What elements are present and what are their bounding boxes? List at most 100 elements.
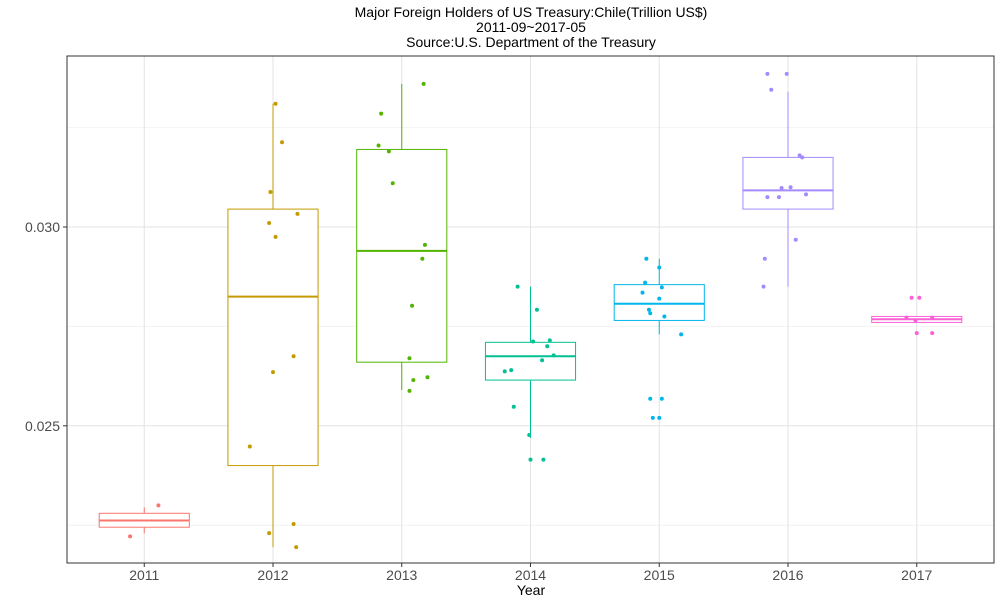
data-point bbox=[914, 331, 919, 336]
data-point bbox=[128, 534, 133, 539]
data-point bbox=[280, 140, 285, 145]
box-iqr bbox=[613, 284, 705, 321]
data-point bbox=[267, 531, 272, 536]
data-point bbox=[765, 71, 770, 76]
data-point bbox=[273, 101, 278, 106]
data-point bbox=[804, 192, 809, 197]
x-axis-title: Year bbox=[517, 582, 546, 598]
box-2011 bbox=[98, 507, 190, 534]
data-point bbox=[534, 307, 539, 312]
data-point bbox=[540, 358, 545, 363]
data-point bbox=[502, 369, 507, 374]
data-point bbox=[511, 404, 516, 409]
data-point bbox=[662, 314, 667, 319]
data-point bbox=[779, 186, 784, 191]
data-point bbox=[659, 396, 664, 401]
data-point bbox=[295, 211, 300, 216]
data-point bbox=[659, 285, 664, 290]
data-point bbox=[762, 256, 767, 261]
chart-title-line-2: 2011-09~2017-05 bbox=[476, 19, 586, 35]
data-point bbox=[425, 375, 430, 380]
data-point bbox=[509, 368, 514, 373]
data-point bbox=[410, 303, 415, 308]
x-tick-label: 2015 bbox=[644, 567, 675, 583]
data-point bbox=[793, 237, 798, 242]
data-point bbox=[379, 111, 384, 116]
data-point bbox=[528, 457, 533, 462]
x-tick-label: 2016 bbox=[772, 567, 803, 583]
data-point bbox=[267, 221, 272, 226]
data-point bbox=[648, 311, 653, 316]
y-tick-label: 0.025 bbox=[25, 418, 60, 434]
data-point bbox=[531, 339, 536, 344]
box-layer bbox=[98, 83, 963, 548]
box-iqr bbox=[227, 208, 319, 467]
data-point bbox=[788, 185, 793, 190]
data-point bbox=[657, 296, 662, 301]
x-axis: 2011 2012 2013 2014 2015 2016 2017 bbox=[129, 563, 933, 583]
x-tick-label: 2011 bbox=[129, 567, 159, 583]
jitter-points bbox=[128, 71, 935, 550]
data-point bbox=[386, 149, 391, 154]
data-point bbox=[640, 290, 645, 295]
data-point bbox=[407, 388, 412, 393]
x-tick-label: 2013 bbox=[386, 567, 417, 583]
data-point bbox=[421, 81, 426, 86]
data-point bbox=[291, 522, 296, 527]
data-point bbox=[527, 432, 532, 437]
box-2015 bbox=[613, 258, 705, 335]
data-point bbox=[657, 415, 662, 420]
box-iqr bbox=[742, 156, 834, 210]
box-iqr bbox=[356, 148, 448, 363]
data-point bbox=[769, 87, 774, 92]
data-point bbox=[904, 315, 909, 320]
data-point bbox=[679, 332, 684, 337]
data-point bbox=[930, 315, 935, 320]
data-point bbox=[411, 378, 416, 383]
data-point bbox=[407, 356, 412, 361]
data-point bbox=[547, 338, 552, 343]
box-iqr bbox=[484, 341, 577, 381]
data-point bbox=[917, 295, 922, 300]
data-point bbox=[776, 195, 781, 200]
data-point bbox=[376, 143, 381, 148]
data-point bbox=[650, 415, 655, 420]
y-axis: 0.025 0.030 bbox=[25, 219, 67, 434]
chart-title-line-1: Major Foreign Holders of US Treasury:Chi… bbox=[355, 4, 708, 20]
data-point bbox=[291, 354, 296, 359]
data-point bbox=[643, 280, 648, 285]
x-tick-label: 2014 bbox=[515, 567, 546, 583]
data-point bbox=[541, 457, 546, 462]
data-point bbox=[648, 396, 653, 401]
data-point bbox=[273, 234, 278, 239]
data-point bbox=[247, 444, 252, 449]
data-point bbox=[765, 195, 770, 200]
data-point bbox=[644, 256, 649, 261]
box-2012 bbox=[227, 103, 319, 548]
data-point bbox=[294, 545, 299, 550]
x-tick-label: 2012 bbox=[257, 567, 288, 583]
data-point bbox=[420, 256, 425, 261]
chart-title-line-3: Source:U.S. Department of the Treasury bbox=[406, 34, 656, 50]
data-point bbox=[271, 370, 275, 375]
x-tick-label: 2017 bbox=[901, 567, 932, 583]
box-2016 bbox=[742, 91, 834, 287]
data-point bbox=[545, 344, 550, 349]
data-point bbox=[930, 331, 935, 336]
box-2013 bbox=[356, 83, 448, 391]
data-point bbox=[913, 318, 918, 323]
data-point bbox=[800, 155, 805, 160]
data-point bbox=[657, 265, 662, 270]
data-point bbox=[551, 353, 556, 358]
data-point bbox=[784, 71, 789, 76]
data-point bbox=[268, 189, 273, 194]
data-point bbox=[422, 242, 427, 247]
data-point bbox=[156, 503, 161, 508]
data-point bbox=[515, 284, 520, 289]
y-tick-label: 0.030 bbox=[25, 219, 60, 235]
box-2014 bbox=[484, 286, 577, 438]
data-point bbox=[909, 295, 914, 300]
data-point bbox=[761, 284, 766, 289]
